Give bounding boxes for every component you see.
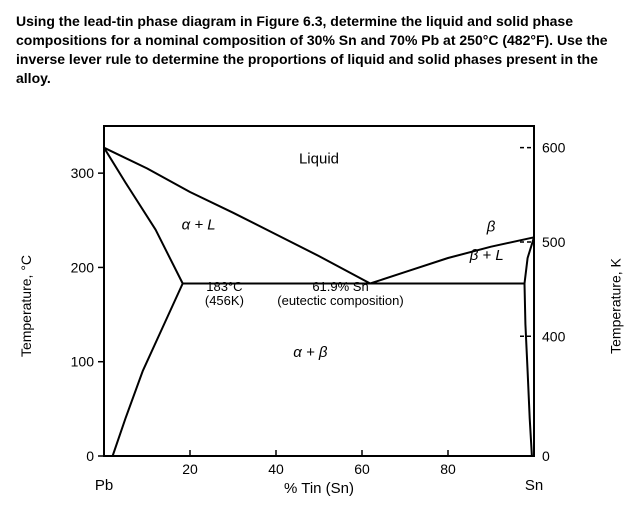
svg-text:20: 20 — [182, 461, 198, 477]
svg-text:500: 500 — [542, 234, 566, 250]
svg-text:0: 0 — [86, 448, 94, 464]
svg-text:Liquid: Liquid — [299, 150, 339, 167]
svg-text:80: 80 — [440, 461, 456, 477]
svg-text:60: 60 — [354, 461, 370, 477]
svg-text:600: 600 — [542, 139, 566, 155]
svg-text:0: 0 — [542, 448, 550, 464]
svg-text:400: 400 — [542, 328, 566, 344]
svg-text:40: 40 — [268, 461, 284, 477]
phase-diagram-svg: 0 100 200 300 0 400 500 600 20 40 60 80 Pb Sn % Tin (S… — [36, 106, 596, 506]
svg-text:(456K): (456K) — [205, 293, 244, 308]
svg-text:(eutectic composition): (eutectic composition) — [277, 293, 403, 308]
svg-text:β + L: β + L — [469, 246, 504, 263]
svg-text:% Tin (Sn): % Tin (Sn) — [284, 480, 354, 497]
svg-text:α + β: α + β — [293, 344, 328, 361]
svg-text:Pb: Pb — [95, 477, 113, 494]
svg-text:200: 200 — [71, 259, 95, 275]
y-right-label: Temperature, K — [608, 258, 624, 354]
svg-text:100: 100 — [71, 353, 95, 369]
svg-text:300: 300 — [71, 165, 95, 181]
y-left-label: Temperature, °C — [18, 255, 34, 357]
svg-text:α + L: α + L — [182, 216, 216, 233]
svg-text:Sn: Sn — [525, 477, 543, 494]
phase-diagram: Temperature, °C Temperature, K 010020030… — [36, 106, 596, 506]
svg-text:β: β — [486, 218, 496, 235]
problem-statement: Using the lead-tin phase diagram in Figu… — [16, 12, 628, 88]
svg-text:61.9% Sn: 61.9% Sn — [312, 279, 368, 294]
svg-text:183°C: 183°C — [206, 279, 242, 294]
